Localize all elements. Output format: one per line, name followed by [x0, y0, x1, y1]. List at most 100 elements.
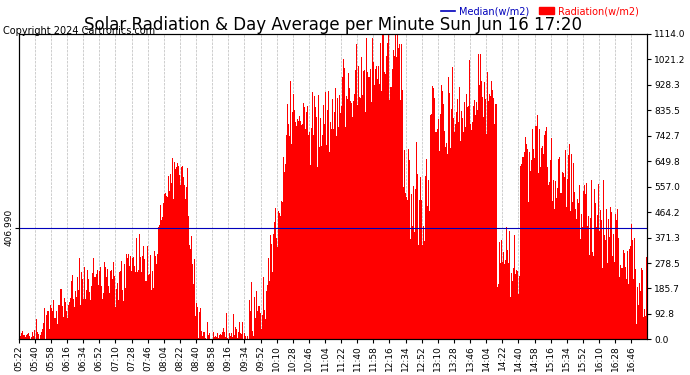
Bar [639, 283, 640, 339]
Bar [201, 332, 202, 339]
Bar [208, 335, 209, 339]
Bar [128, 254, 129, 339]
Bar [255, 305, 257, 339]
Bar [565, 150, 566, 339]
Bar [338, 127, 339, 339]
Bar [245, 336, 246, 339]
Bar [107, 268, 108, 339]
Bar [470, 124, 471, 339]
Bar [434, 98, 435, 339]
Bar [607, 244, 609, 339]
Bar [266, 291, 267, 339]
Bar [147, 246, 148, 339]
Bar [599, 171, 600, 339]
Bar [600, 210, 601, 339]
Bar [590, 218, 591, 339]
Bar [593, 256, 594, 339]
Bar [241, 334, 242, 339]
Bar [543, 154, 544, 339]
Bar [251, 282, 252, 339]
Bar [457, 99, 458, 339]
Bar [596, 227, 597, 339]
Bar [122, 290, 123, 339]
Bar [348, 88, 350, 339]
Bar [533, 149, 534, 339]
Bar [426, 206, 428, 339]
Bar [100, 267, 101, 339]
Bar [586, 183, 587, 339]
Bar [577, 199, 578, 339]
Bar [575, 209, 576, 339]
Bar [580, 239, 581, 339]
Bar [259, 306, 260, 339]
Bar [317, 167, 318, 339]
Bar [589, 255, 590, 339]
Bar [105, 267, 106, 339]
Bar [542, 146, 543, 339]
Bar [31, 337, 32, 339]
Bar [162, 217, 164, 339]
Bar [428, 180, 429, 339]
Bar [165, 193, 166, 339]
Bar [161, 235, 162, 339]
Bar [452, 67, 453, 339]
Bar [268, 258, 269, 339]
Bar [582, 228, 583, 339]
Bar [324, 117, 326, 339]
Bar [234, 335, 235, 339]
Bar [439, 151, 440, 339]
Bar [451, 109, 452, 339]
Bar [387, 43, 388, 339]
Bar [221, 338, 222, 339]
Bar [425, 176, 426, 339]
Bar [290, 144, 291, 339]
Bar [614, 262, 615, 339]
Bar [191, 236, 192, 339]
Bar [174, 162, 175, 339]
Bar [500, 263, 501, 339]
Bar [23, 335, 25, 339]
Bar [612, 256, 613, 339]
Text: Copyright 2024 Cartronics.com: Copyright 2024 Cartronics.com [3, 26, 155, 36]
Bar [526, 144, 527, 339]
Bar [104, 262, 105, 339]
Bar [594, 189, 595, 339]
Bar [528, 202, 529, 339]
Bar [513, 250, 515, 339]
Bar [560, 194, 561, 339]
Bar [313, 135, 314, 339]
Bar [631, 224, 632, 339]
Bar [371, 102, 372, 339]
Bar [469, 60, 470, 339]
Bar [557, 198, 558, 339]
Bar [327, 111, 328, 339]
Bar [52, 311, 53, 339]
Bar [351, 103, 353, 339]
Bar [123, 301, 124, 339]
Bar [644, 309, 645, 339]
Bar [411, 194, 413, 339]
Bar [613, 234, 614, 339]
Bar [94, 258, 95, 339]
Bar [456, 112, 457, 339]
Bar [373, 62, 374, 339]
Bar [365, 112, 366, 339]
Bar [523, 157, 524, 339]
Bar [321, 146, 322, 339]
Bar [49, 329, 50, 339]
Bar [535, 126, 536, 339]
Bar [199, 312, 200, 339]
Bar [326, 145, 327, 339]
Bar [319, 147, 320, 339]
Bar [270, 244, 272, 339]
Bar [462, 118, 464, 339]
Bar [312, 92, 313, 339]
Bar [509, 231, 510, 339]
Bar [377, 79, 378, 339]
Bar [69, 303, 70, 339]
Bar [468, 106, 469, 339]
Bar [276, 238, 277, 339]
Bar [227, 338, 228, 339]
Bar [503, 252, 504, 339]
Bar [186, 168, 188, 339]
